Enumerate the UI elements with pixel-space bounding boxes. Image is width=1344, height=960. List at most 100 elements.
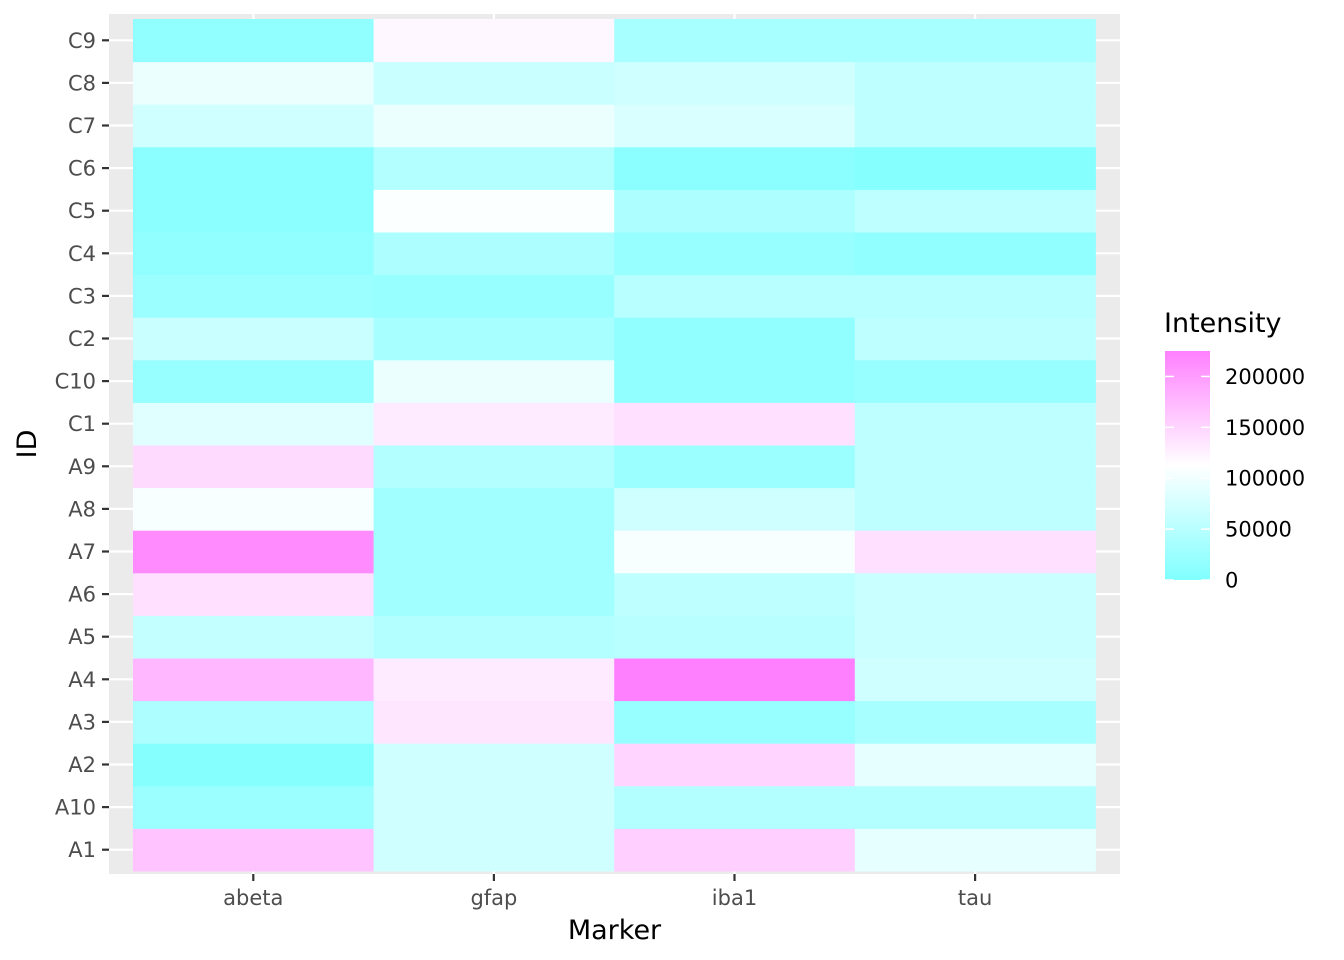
heatmap-cell-C3-abeta — [133, 274, 375, 318]
heatmap-cell-C8-gfap — [373, 61, 615, 105]
heatmap-cell-A6-gfap — [373, 572, 615, 616]
y-tick-label: C10 — [55, 370, 96, 394]
y-tick-label: A1 — [68, 838, 96, 862]
heatmap-cell-C7-abeta — [133, 104, 375, 148]
heatmap-cell-C9-tau — [854, 19, 1096, 63]
heatmap-cell-A7-iba1 — [614, 530, 856, 574]
heatmap-cell-A8-gfap — [373, 487, 615, 531]
heatmap-cell-A7-abeta — [133, 530, 375, 574]
heatmap-cell-A8-iba1 — [614, 487, 856, 531]
heatmap-cell-A1-iba1 — [614, 828, 856, 872]
heatmap-cell-A5-tau — [854, 615, 1096, 659]
heatmap-cell-A2-gfap — [373, 743, 615, 787]
heatmap-cell-C2-tau — [854, 317, 1096, 361]
heatmap-cell-C9-iba1 — [614, 19, 856, 63]
heatmap-cell-C6-tau — [854, 146, 1096, 190]
heatmap-cell-C4-gfap — [373, 232, 615, 276]
heatmap-cell-A3-abeta — [133, 700, 375, 744]
heatmap-cell-C6-iba1 — [614, 146, 856, 190]
heatmap-cell-C10-iba1 — [614, 359, 856, 403]
y-tick-label: C7 — [68, 114, 96, 138]
x-axis: abeta gfap iba1 tau — [223, 874, 992, 910]
heatmap-cell-C10-tau — [854, 359, 1096, 403]
heatmap-cell-C1-gfap — [373, 402, 615, 446]
heatmap-cell-C1-tau — [854, 402, 1096, 446]
heatmap-cell-A9-abeta — [133, 445, 375, 489]
heatmap-cell-C7-iba1 — [614, 104, 856, 148]
legend-tick-label: 150000 — [1225, 416, 1305, 440]
y-tick-label: C6 — [68, 157, 96, 181]
heatmap-cell-A7-gfap — [373, 530, 615, 574]
heatmap-cell-C1-iba1 — [614, 402, 856, 446]
x-tick-label: gfap — [470, 886, 517, 910]
y-tick-label: C8 — [68, 71, 96, 95]
heatmap-cell-A1-abeta — [133, 828, 375, 872]
heatmap-cell-C4-tau — [854, 232, 1096, 276]
y-tick-label: A8 — [68, 497, 96, 521]
heatmap-cell-A8-abeta — [133, 487, 375, 531]
y-tick-label: C4 — [68, 242, 96, 266]
y-axis: A1 A10 A2 A3 A4 A5 A6 A7 A8 A9 C1 C10 C2 C3 C4 C5 C6 C7 C8… — [55, 29, 109, 862]
x-tick-label: abeta — [223, 886, 283, 910]
x-tick-label: iba1 — [712, 886, 757, 910]
legend-tick-label: 50000 — [1225, 518, 1292, 542]
heatmap-cell-C3-gfap — [373, 274, 615, 318]
heatmap-cell-A6-tau — [854, 572, 1096, 616]
heatmap-cell-A4-abeta — [133, 658, 375, 702]
heatmap-cell-A4-tau — [854, 658, 1096, 702]
y-tick-label: A6 — [68, 583, 96, 607]
heatmap-cell-C3-tau — [854, 274, 1096, 318]
heatmap-cell-A6-iba1 — [614, 572, 856, 616]
y-tick-label: A4 — [68, 668, 96, 692]
heatmap-cell-C10-abeta — [133, 359, 375, 403]
heatmap-cell-C2-gfap — [373, 317, 615, 361]
y-tick-label: A3 — [68, 710, 96, 734]
heatmap-cell-C5-gfap — [373, 189, 615, 233]
heatmap-cell-A4-gfap — [373, 658, 615, 702]
heatmap-cell-A3-iba1 — [614, 700, 856, 744]
heatmap-cell-C9-gfap — [373, 19, 615, 63]
heatmap-cell-C1-abeta — [133, 402, 375, 446]
heatmap-cell-A9-gfap — [373, 445, 615, 489]
heatmap-cell-A2-tau — [854, 743, 1096, 787]
heatmap-cell-A7-tau — [854, 530, 1096, 574]
y-tick-label: C5 — [68, 199, 96, 223]
heatmap-cell-A9-iba1 — [614, 445, 856, 489]
legend-tick-label: 0 — [1225, 569, 1238, 593]
heatmap-cell-A10-abeta — [133, 785, 375, 829]
legend-title: Intensity — [1164, 308, 1282, 339]
y-tick-label: A10 — [55, 796, 96, 820]
y-tick-label: A2 — [68, 753, 96, 777]
heatmap-cell-C5-abeta — [133, 189, 375, 233]
color-legend: Intensity 0 50000 100000 150000 200000 — [1164, 308, 1305, 593]
heatmap-cell-C8-tau — [854, 61, 1096, 105]
heatmap-cell-C4-abeta — [133, 232, 375, 276]
heatmap-cell-C3-iba1 — [614, 274, 856, 318]
x-tick-label: tau — [958, 886, 992, 910]
legend-tick-label: 200000 — [1225, 365, 1305, 389]
heatmap-cell-A5-abeta — [133, 615, 375, 659]
heatmap-cell-A1-gfap — [373, 828, 615, 872]
heatmap-cell-A4-iba1 — [614, 658, 856, 702]
heatmap-cell-C9-abeta — [133, 19, 375, 63]
heatmap-cells — [133, 19, 1096, 872]
heatmap-cell-C2-abeta — [133, 317, 375, 361]
y-tick-label: C2 — [68, 327, 96, 351]
heatmap-cell-A3-tau — [854, 700, 1096, 744]
heatmap-cell-A10-gfap — [373, 785, 615, 829]
legend-tick-label: 100000 — [1225, 467, 1305, 491]
x-axis-title: Marker — [568, 915, 662, 946]
heatmap-cell-C5-tau — [854, 189, 1096, 233]
heatmap-cell-C7-gfap — [373, 104, 615, 148]
heatmap-cell-C7-tau — [854, 104, 1096, 148]
heatmap-cell-A2-abeta — [133, 743, 375, 787]
y-tick-label: C1 — [68, 412, 96, 436]
y-tick-label: C9 — [68, 29, 96, 53]
y-tick-label: C3 — [68, 284, 96, 308]
heatmap-cell-A2-iba1 — [614, 743, 856, 787]
heatmap-cell-A5-gfap — [373, 615, 615, 659]
heatmap-cell-A5-iba1 — [614, 615, 856, 659]
heatmap-cell-A3-gfap — [373, 700, 615, 744]
heatmap-cell-C4-iba1 — [614, 232, 856, 276]
